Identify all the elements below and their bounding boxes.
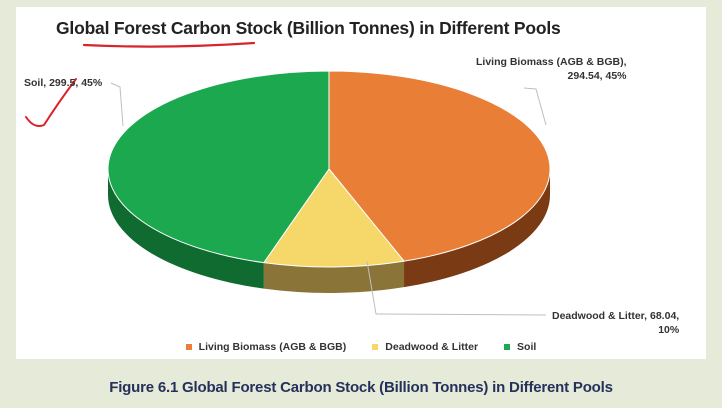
leader-line-soil (110, 82, 124, 127)
pie-side-soil (108, 169, 264, 289)
legend-label-deadwood: Deadwood & Litter (385, 341, 479, 353)
legend-label-living-biomass: Living Biomass (AGB & BGB) (198, 341, 347, 353)
title-underline-annotation (82, 41, 256, 48)
data-label-deadwood: Deadwood & Litter, 68.04, 10% (552, 310, 680, 336)
pie-side-living-biomass-agb-bgb (404, 169, 550, 288)
chart-card: Global Forest Carbon Stock (Billion Tonn… (16, 7, 706, 359)
checkmark-annotation (25, 78, 77, 127)
legend-item-living-biomass: Living Biomass (AGB & BGB) (185, 341, 347, 353)
chart-title: Global Forest Carbon Stock (Billion Tonn… (56, 18, 561, 38)
legend-item-deadwood: Deadwood & Litter (372, 341, 478, 353)
leader-line-deadwood (366, 260, 547, 316)
leader-line-living-biomass (523, 87, 547, 126)
figure-caption: Figure 6.1 Global Forest Carbon Stock (B… (109, 379, 613, 396)
pie-side-deadwood-litter (263, 261, 405, 293)
legend: Living Biomass (AGB & BGB) Deadwood & Li… (16, 341, 706, 353)
legend-swatch-soil (504, 344, 511, 350)
pie-slice-living-biomass-agb-bgb (328, 70, 551, 262)
pie-slice-deadwood-litter (262, 168, 405, 268)
data-label-soil: Soil, 299.5, 45% (24, 77, 103, 89)
data-label-living-biomass: Living Biomass (AGB & BGB), 294.54, 45% (476, 56, 627, 82)
legend-swatch-deadwood (372, 344, 379, 350)
legend-swatch-living-biomass (185, 344, 192, 350)
legend-label-soil: Soil (517, 341, 537, 353)
pie-chart (25, 41, 551, 316)
pie-slice-soil (107, 70, 330, 264)
legend-item-soil: Soil (504, 341, 536, 353)
